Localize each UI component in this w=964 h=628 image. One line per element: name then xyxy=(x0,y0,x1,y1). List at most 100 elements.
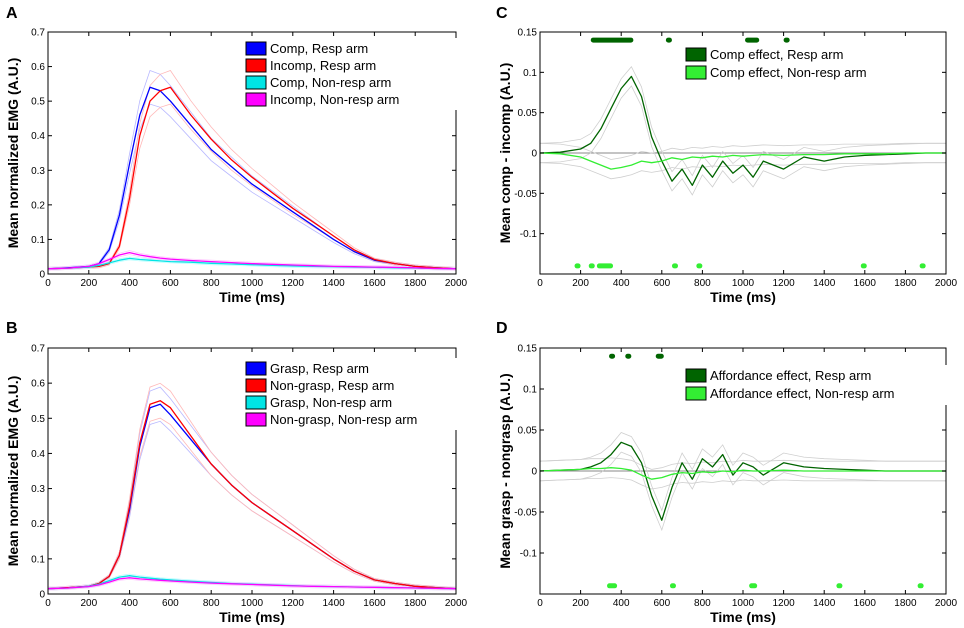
significance-marker xyxy=(749,583,757,588)
y-tick-label: 0.7 xyxy=(31,28,45,39)
x-tick-label: 1000 xyxy=(241,278,264,289)
x-tick-label: 0 xyxy=(45,598,51,609)
significance-marker xyxy=(784,38,790,43)
x-tick-label: 800 xyxy=(694,278,711,289)
y-axis-label: Mean comp - incomp (A.U.) xyxy=(497,63,513,243)
significance-marker xyxy=(918,583,924,588)
y-tick-label: -0.1 xyxy=(520,229,538,240)
x-tick-label: 1400 xyxy=(813,278,836,289)
legend-swatch xyxy=(246,42,266,55)
x-tick-label: 400 xyxy=(121,278,138,289)
legend-swatch xyxy=(246,93,266,106)
y-tick-label: -0.05 xyxy=(514,508,537,519)
significance-marker xyxy=(625,354,631,359)
x-tick-label: 1600 xyxy=(854,598,877,609)
panel-label: D xyxy=(496,320,508,337)
legend-swatch xyxy=(686,66,706,79)
x-tick-label: 800 xyxy=(203,598,220,609)
y-tick-label: 0.4 xyxy=(31,449,45,460)
error-band-line xyxy=(540,143,946,159)
y-axis-label: Mean grasp - nongrasp (A.U.) xyxy=(497,373,513,568)
significance-marker xyxy=(607,583,617,588)
legend-entry: Affordance effect, Non-resp arm xyxy=(710,386,895,401)
x-tick-label: 400 xyxy=(613,598,630,609)
x-tick-label: 1600 xyxy=(854,278,877,289)
x-tick-label: 1000 xyxy=(241,598,264,609)
series-line-2 xyxy=(48,87,456,268)
error-band-line xyxy=(48,421,456,590)
significance-marker xyxy=(672,263,678,268)
y-tick-label: 0.7 xyxy=(31,344,45,355)
x-tick-label: 1000 xyxy=(732,278,755,289)
significance-marker xyxy=(920,263,926,268)
series-line-1 xyxy=(48,87,456,268)
x-tick-label: 0 xyxy=(45,278,51,289)
error-band-line xyxy=(540,478,946,489)
x-tick-label: 1800 xyxy=(404,598,427,609)
panel-c: C 0 200 400 600 800 1000 1200 1400 1600 1800 2000 -0… xyxy=(496,5,958,305)
x-tick-label: 2000 xyxy=(935,598,958,609)
error-band-line xyxy=(48,104,456,270)
legend-entry: Non-grasp, Resp arm xyxy=(270,378,394,393)
significance-marker xyxy=(575,263,581,268)
legend-swatch xyxy=(686,369,706,382)
x-tick-label: 2000 xyxy=(445,598,468,609)
legend-entry: Comp, Non-resp arm xyxy=(270,75,391,90)
y-tick-label: 0.2 xyxy=(31,200,45,211)
x-tick-label: 1000 xyxy=(732,598,755,609)
x-tick-label: 2000 xyxy=(935,278,958,289)
y-tick-label: 0.6 xyxy=(31,62,45,73)
series-line-1 xyxy=(540,76,946,185)
legend-entry: Comp effect, Non-resp arm xyxy=(710,65,867,80)
x-tick-label: 800 xyxy=(694,598,711,609)
x-tick-label: 1400 xyxy=(322,278,345,289)
x-tick-label: 0 xyxy=(537,278,543,289)
x-tick-label: 1200 xyxy=(282,598,305,609)
x-tick-label: 1200 xyxy=(772,598,795,609)
legend-entry: Comp, Resp arm xyxy=(270,41,368,56)
y-axis-label: Mean normalized EMG (A.U.) xyxy=(5,376,21,567)
y-tick-label: 0.1 xyxy=(523,385,537,396)
y-tick-label: 0.15 xyxy=(518,344,538,355)
figure: A0 200 400 600 800 1000 1200 1400 1600 1800 200000… xyxy=(0,0,964,628)
y-tick-label: 0.05 xyxy=(518,108,538,119)
series-line-2 xyxy=(540,468,946,480)
panel-a: A0 200 400 600 800 1000 1200 1400 1600 1800 200000… xyxy=(5,5,468,305)
legend-entry: Grasp, Non-resp arm xyxy=(270,395,392,410)
x-tick-label: 600 xyxy=(162,278,179,289)
y-axis-label: Mean normalized EMG (A.U.) xyxy=(5,58,21,249)
legend-swatch xyxy=(246,413,266,426)
x-axis-label: Time (ms) xyxy=(219,289,285,305)
y-tick-label: 0.1 xyxy=(31,554,45,565)
y-tick-label: 0.6 xyxy=(31,379,45,390)
x-tick-label: 1800 xyxy=(894,598,917,609)
significance-marker xyxy=(591,38,634,43)
x-tick-label: 200 xyxy=(572,278,589,289)
y-tick-label: 0.15 xyxy=(518,28,538,39)
significance-marker xyxy=(745,38,759,43)
x-tick-label: 1200 xyxy=(772,278,795,289)
x-axis-label: Time (ms) xyxy=(219,609,285,625)
x-tick-label: 200 xyxy=(80,598,97,609)
significance-marker xyxy=(861,263,867,268)
panel-d: D0 200 400 600 800 1000 1200 1400 1600 1800 2000-0… xyxy=(496,320,958,625)
x-tick-label: 400 xyxy=(613,278,630,289)
y-tick-label: 0.2 xyxy=(31,519,45,530)
y-tick-label: 0 xyxy=(531,149,537,160)
y-tick-label: 0 xyxy=(39,590,45,601)
legend-swatch xyxy=(686,387,706,400)
legend-entry: Incomp, Non-resp arm xyxy=(270,92,399,107)
x-tick-label: 1600 xyxy=(363,598,386,609)
x-tick-label: 400 xyxy=(121,598,138,609)
x-tick-label: 1600 xyxy=(363,278,386,289)
panel-label: B xyxy=(6,320,18,337)
x-tick-label: 1200 xyxy=(282,278,305,289)
error-band-line xyxy=(540,86,946,195)
legend-swatch xyxy=(246,362,266,375)
legend-entry: Non-grasp, Non-resp arm xyxy=(270,412,417,427)
significance-marker xyxy=(670,583,676,588)
x-axis-label: Time (ms) xyxy=(710,289,776,305)
x-tick-label: 200 xyxy=(80,278,97,289)
x-tick-label: 800 xyxy=(203,278,220,289)
y-tick-label: 0.4 xyxy=(31,131,45,142)
